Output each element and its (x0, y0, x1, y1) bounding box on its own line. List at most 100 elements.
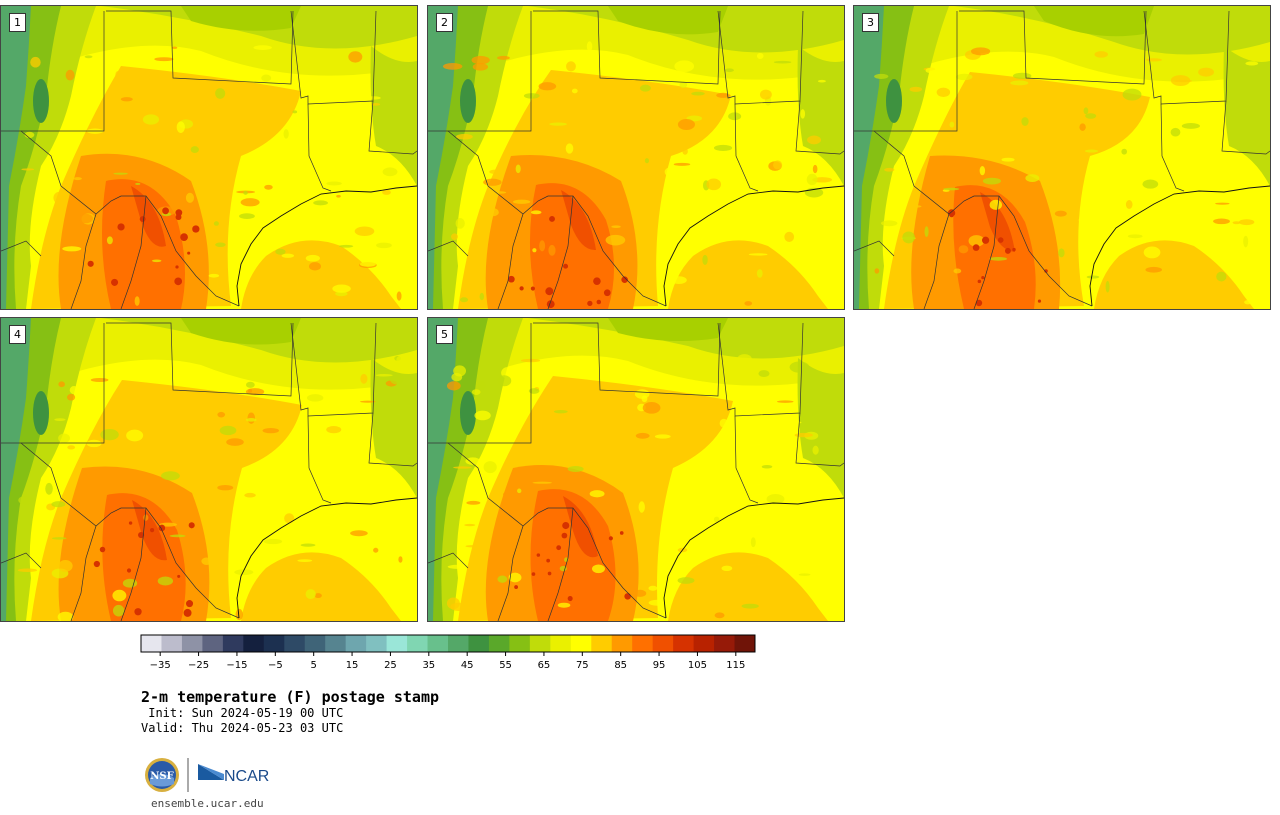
temperature-patch (925, 67, 939, 74)
temperature-patch (177, 574, 181, 578)
temperature-band (131, 186, 166, 247)
temperature-band (530, 489, 616, 621)
temperature-patch (784, 231, 795, 243)
temperature-patch (773, 160, 783, 170)
temperature-band (1223, 46, 1270, 186)
temperature-colorbar: −35 −25 −15 −5 5 15 25 35 45 55 65 75 85 95 105 115 (140, 634, 756, 671)
temperature-patch (263, 538, 283, 545)
temperature-patch (219, 425, 237, 436)
boundary-line (795, 412, 844, 467)
boundary-line (717, 322, 804, 417)
temperature-patch (654, 434, 671, 439)
temperature-patch (120, 97, 133, 102)
temperature-patch (567, 596, 573, 602)
temperature-patch (471, 389, 481, 396)
temperature-patch (618, 570, 634, 575)
member-number-label: 3 (862, 13, 879, 32)
temperature-patch (360, 373, 368, 384)
temperature-patch (442, 63, 463, 70)
temperature-patch (262, 427, 280, 434)
temperature-patch (1122, 88, 1142, 101)
colorbar-swatch (509, 635, 531, 652)
temperature-patch (593, 277, 601, 285)
colorbar-swatch (325, 635, 347, 652)
temperature-patch (620, 444, 639, 454)
temperature-patch (313, 200, 328, 206)
temperature-patch (545, 287, 554, 296)
boundary-line (873, 130, 1093, 307)
temperature-patch (812, 164, 818, 174)
temperature-patch (539, 240, 546, 252)
temperature-patch (348, 51, 363, 63)
temperature-patch (566, 61, 576, 72)
temperature-patch (556, 545, 562, 551)
temperature-patch (78, 213, 94, 224)
temperature-patch (567, 466, 584, 473)
temperature-patch (758, 370, 770, 377)
temperature-patch (453, 466, 472, 469)
colorbar-swatch (529, 635, 551, 652)
temperature-patch (949, 121, 955, 128)
temperature-patch (169, 534, 186, 538)
temperature-patch (591, 564, 606, 574)
temperature-patch (382, 189, 391, 195)
temperature-patch (446, 381, 461, 391)
temperature-patch (902, 231, 915, 244)
temperature-band (1, 318, 31, 621)
temperature-patch (208, 273, 220, 278)
temperature-patch (783, 423, 800, 436)
coastline (663, 497, 844, 619)
temperature-band (460, 391, 476, 435)
temperature-patch (373, 547, 379, 553)
temperature-patch (1086, 275, 1100, 279)
temperature-patch (1037, 299, 1042, 303)
temperature-patch (465, 457, 481, 465)
boundary-line (795, 100, 844, 155)
temperature-patch (396, 355, 404, 364)
colorbar-tick-label: 35 (422, 660, 435, 671)
temperature-patch (619, 531, 624, 535)
boundary-line (734, 415, 759, 504)
temperature-patch (58, 381, 65, 388)
nsf-logo-icon: NSF (145, 758, 179, 792)
temperature-patch (664, 167, 674, 177)
temperature-patch (571, 88, 578, 94)
temperature-patch (1170, 127, 1181, 137)
temperature-patch (366, 96, 381, 100)
boundary-line (533, 322, 721, 397)
temperature-band (608, 318, 728, 342)
temperature-patch (306, 394, 324, 402)
temperature-patch (798, 573, 811, 576)
member-3-map: 3 (853, 5, 1271, 310)
temperature-patch (596, 299, 602, 305)
colorbar-tick-label: 5 (311, 660, 317, 671)
temperature-patch (1213, 218, 1230, 225)
temperature-band (428, 6, 458, 309)
temperature-band (886, 79, 902, 123)
boundary-line (1160, 103, 1185, 192)
temperature-band (1, 6, 31, 309)
boundary-line (447, 442, 667, 619)
temperature-patch (196, 143, 209, 149)
temperature-patch (190, 146, 199, 153)
temperature-patch (126, 429, 144, 442)
boundary-line (854, 240, 895, 257)
temperature-band (370, 358, 417, 498)
temperature-patch (226, 438, 244, 446)
colorbar-swatch (448, 635, 469, 652)
boundary-line (717, 10, 804, 105)
temperature-patch (234, 569, 254, 576)
temperature-patch (447, 564, 468, 569)
temperature-patch (953, 268, 962, 274)
temperature-patch (1243, 235, 1249, 248)
temperature-patch (261, 74, 272, 82)
boundary-line (70, 525, 97, 621)
colorbar-swatch (284, 635, 306, 652)
colorbar-tick-label: −25 (188, 660, 209, 671)
temperature-patch (106, 236, 113, 245)
boundary-line (368, 412, 417, 467)
temperature-patch (884, 167, 895, 172)
temperature-patch (93, 560, 100, 568)
temperature-band (529, 183, 615, 309)
temperature-band (797, 358, 844, 498)
